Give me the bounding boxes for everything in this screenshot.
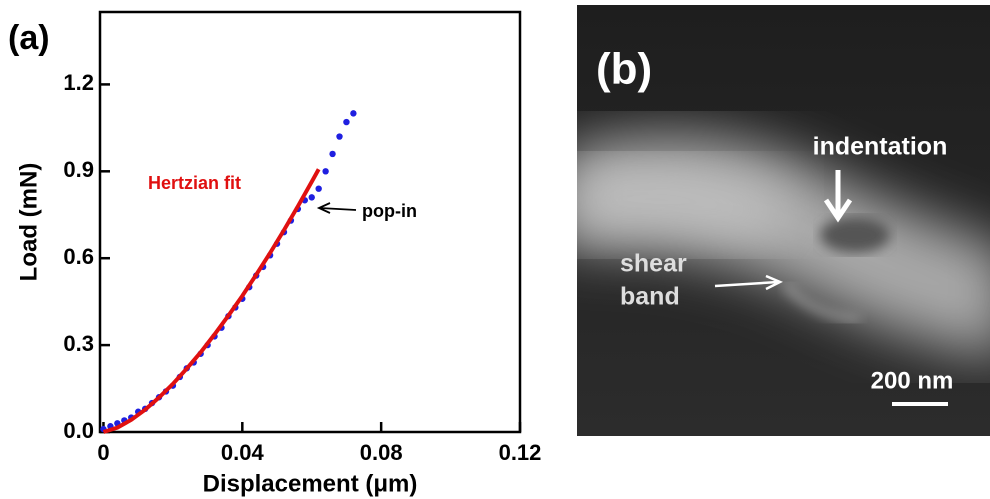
data-point [315,185,322,192]
x-tick-label: 0.08 [360,440,403,465]
sem-image [577,5,990,436]
annotation: indentation [813,133,948,161]
arrow [714,274,783,291]
data-point [329,150,336,158]
data-point [350,110,357,117]
y-tick-label: 0.0 [63,418,94,443]
data-point [322,168,329,175]
annotation: band [620,283,680,311]
data-point [336,133,343,140]
panel-label: (a) [8,19,50,57]
fit-line [102,168,321,434]
y-tick-label: 0.9 [63,157,94,182]
plot-frame [98,10,522,434]
data-point [343,118,350,126]
annotation: shear [620,250,687,278]
scale-label: 200 nm [871,367,954,394]
x-axis-label: Displacement (μm) [203,470,418,497]
panel-label: (b) [596,45,652,94]
plot: (a) Displacement (μm) Load (mN) pop-in [8,19,417,497]
y-tick-label: 0.6 [63,244,94,269]
x-tick-label: 0 [97,440,109,465]
y-tick-label: 0.3 [63,331,94,356]
x-tick-label: 0.04 [221,440,265,465]
y-tick-label: 1.2 [63,70,94,95]
annotation: pop-in [362,201,417,221]
x-tick-label: 0.12 [499,440,542,465]
y-axis-label: Load (mN) [15,163,42,282]
arrow [823,170,853,223]
arrow [316,202,357,214]
data-point [308,194,315,201]
series-label: Hertzian fit [148,173,241,193]
